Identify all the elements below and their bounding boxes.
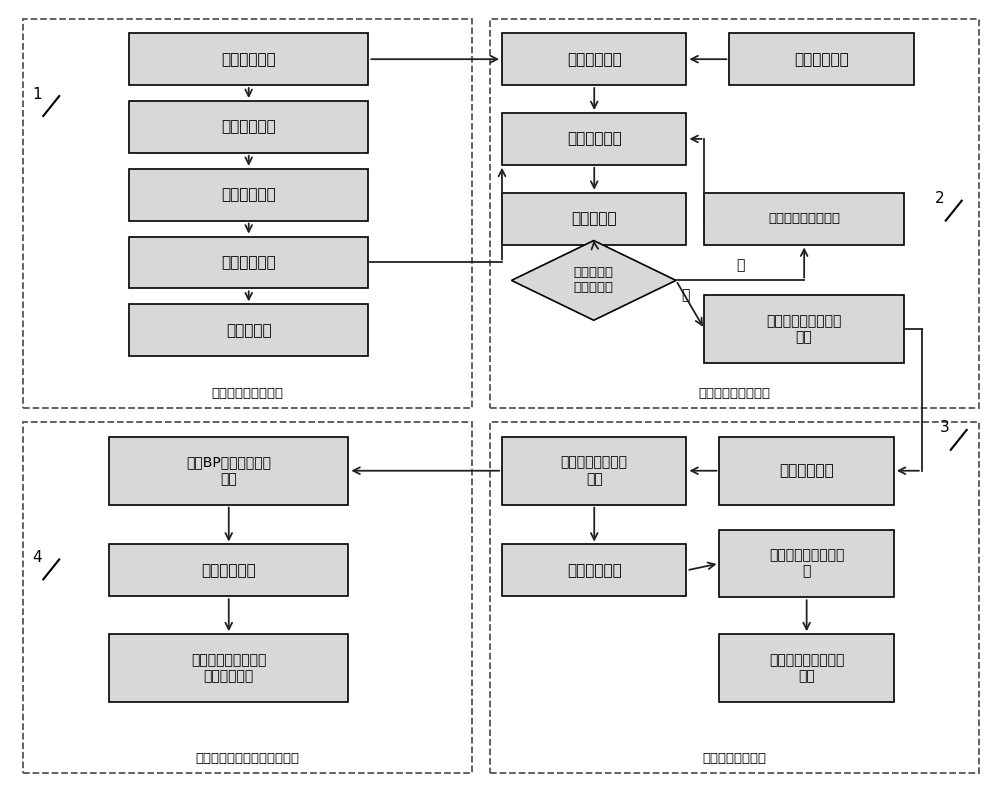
- Bar: [502, 33, 686, 85]
- Bar: [23, 20, 472, 408]
- Bar: [704, 296, 904, 363]
- Bar: [109, 634, 348, 702]
- Text: 创建生产行为: 创建生产行为: [221, 188, 276, 203]
- Text: 数字孪生体校准模块: 数字孪生体校准模块: [698, 387, 770, 400]
- Text: 模拟生产过程: 模拟生产过程: [567, 52, 622, 67]
- Text: 建立几何模型: 建立几何模型: [221, 52, 276, 67]
- Text: 使用数据进行神经网
络校准和验证: 使用数据进行神经网 络校准和验证: [191, 653, 266, 683]
- Text: 建立参数集: 建立参数集: [226, 323, 272, 338]
- Bar: [109, 437, 348, 504]
- Bar: [719, 634, 894, 702]
- Bar: [729, 33, 914, 85]
- Bar: [490, 422, 979, 773]
- Text: 根据参考值计算偏差
值: 根据参考值计算偏差 值: [769, 548, 844, 578]
- Text: 模拟生产行为（故
障）: 模拟生产行为（故 障）: [561, 455, 628, 486]
- Bar: [719, 530, 894, 597]
- Bar: [502, 437, 686, 504]
- Bar: [129, 236, 368, 288]
- Text: 模型是否匹
配设备实体: 模型是否匹 配设备实体: [574, 266, 614, 295]
- Bar: [502, 193, 686, 244]
- Bar: [129, 304, 368, 356]
- Text: 3: 3: [940, 420, 950, 436]
- Text: 设置行为约束: 设置行为约束: [221, 255, 276, 270]
- Text: 增加物理属性: 增加物理属性: [221, 120, 276, 135]
- Text: 设备实体数据: 设备实体数据: [794, 52, 849, 67]
- Bar: [23, 422, 472, 773]
- Bar: [719, 437, 894, 504]
- Text: 4: 4: [32, 550, 42, 565]
- Bar: [502, 545, 686, 597]
- Text: 完成复杂设备孪生体
构建: 完成复杂设备孪生体 构建: [766, 314, 842, 344]
- Text: 数字孪生体建立模块: 数字孪生体建立模块: [212, 387, 284, 400]
- Text: 否: 否: [736, 258, 744, 273]
- Bar: [109, 545, 348, 597]
- Text: 设置BP神经网络训练
参数: 设置BP神经网络训练 参数: [186, 455, 271, 486]
- Text: 故障数据生成模块: 故障数据生成模块: [702, 752, 766, 764]
- Text: 是: 是: [681, 288, 689, 303]
- Bar: [129, 101, 368, 153]
- Bar: [129, 169, 368, 221]
- Text: 计算梯度并调整参数: 计算梯度并调整参数: [768, 212, 840, 225]
- Text: 计算偏差值: 计算偏差值: [571, 211, 617, 226]
- Text: 设置故障行为: 设置故障行为: [779, 463, 834, 478]
- Text: 故障预测模型训练及验证模块: 故障预测模型训练及验证模块: [196, 752, 300, 764]
- Bar: [490, 20, 979, 408]
- Text: 生成模拟数据: 生成模拟数据: [567, 563, 622, 578]
- Bar: [502, 113, 686, 165]
- Text: 2: 2: [935, 191, 945, 206]
- Text: 生成模拟数据: 生成模拟数据: [567, 132, 622, 147]
- Bar: [129, 33, 368, 85]
- Bar: [704, 193, 904, 244]
- Text: 将偏差值转换为特征
向量: 将偏差值转换为特征 向量: [769, 653, 844, 683]
- Text: 1: 1: [32, 87, 42, 102]
- Text: 训练神经网络: 训练神经网络: [201, 563, 256, 578]
- Polygon shape: [511, 240, 676, 320]
